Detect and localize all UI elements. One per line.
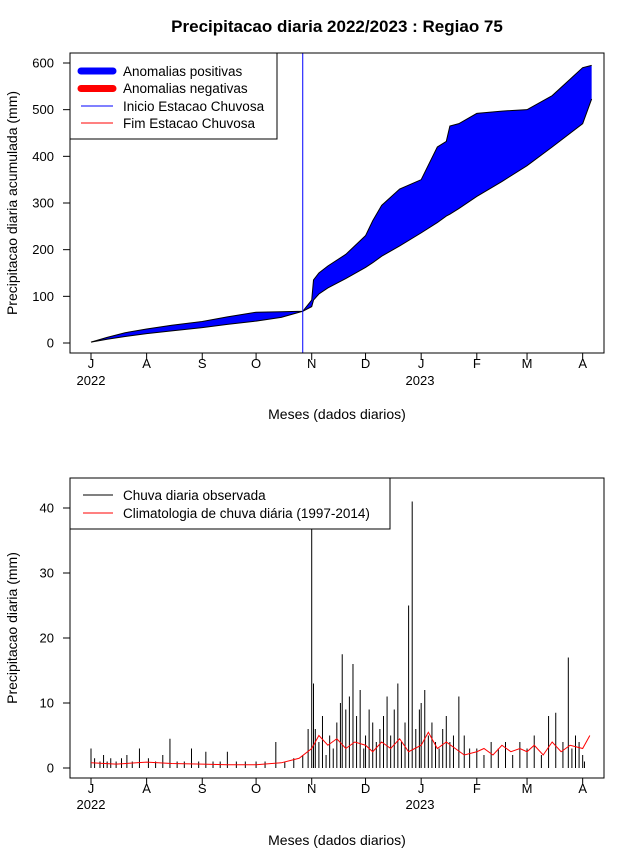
x-tick-label: D xyxy=(361,356,370,371)
x-tick-label: J xyxy=(418,781,425,796)
x-tick-label: J xyxy=(88,781,95,796)
bottom-legend: Chuva diaria observada Climatologia de c… xyxy=(69,477,391,530)
x-tick-label: J xyxy=(418,356,425,371)
top-plot-area xyxy=(90,64,593,343)
bottom-y-axis-label: Precipitacao diaria (mm) xyxy=(4,552,20,704)
x-tick-label: F xyxy=(473,781,481,796)
top-year-label-2022: 2022 xyxy=(77,373,106,388)
x-tick-label: D xyxy=(361,781,370,796)
legend-label-observed: Chuva diaria observada xyxy=(123,488,266,503)
x-tick-label: A xyxy=(142,356,151,371)
x-tick-label: N xyxy=(307,356,316,371)
y-tick-label: 500 xyxy=(32,102,54,117)
x-tick-label: O xyxy=(251,781,261,796)
x-tick-label: J xyxy=(88,356,95,371)
top-panel: 0 100 200 300 400 500 600 J A S O N D J F M A 2022 2023… xyxy=(4,52,605,422)
x-tick-label: A xyxy=(578,781,587,796)
y-tick-label: 20 xyxy=(40,631,54,646)
x-tick-label: F xyxy=(473,356,481,371)
x-tick-label: O xyxy=(251,356,261,371)
top-y-axis: 0 100 200 300 400 500 600 xyxy=(32,56,70,351)
bottom-year-label-2023: 2023 xyxy=(406,797,435,812)
y-tick-label: 100 xyxy=(32,289,54,304)
x-tick-label: S xyxy=(198,356,207,371)
x-tick-label: A xyxy=(142,781,151,796)
top-y-axis-label: Precipitacao diaria acumulada (mm) xyxy=(4,91,20,315)
x-tick-label: M xyxy=(522,781,533,796)
y-tick-label: 200 xyxy=(32,242,54,257)
y-tick-label: 10 xyxy=(40,696,54,711)
legend-label-positive: Anomalias positivas xyxy=(123,64,243,79)
climatology-cumulative-line xyxy=(90,98,593,343)
climatology-daily-line xyxy=(90,731,591,766)
x-tick-label: A xyxy=(578,356,587,371)
chart-title: Precipitacao diaria 2022/2023 : Regiao 7… xyxy=(171,17,503,36)
legend-label-negative: Anomalias negativas xyxy=(123,81,248,96)
x-tick-label: N xyxy=(307,781,316,796)
y-tick-label: 40 xyxy=(40,501,54,516)
bottom-year-label-2022: 2022 xyxy=(77,797,106,812)
bottom-panel: 0 10 20 30 40 J A S O N D J F M A 2022 2023 Meses (da… xyxy=(4,477,605,848)
legend-label-end: Fim Estacao Chuvosa xyxy=(123,116,256,131)
legend-label-climatology: Climatologia de chuva diária (1997-2014) xyxy=(123,506,370,521)
y-tick-label: 300 xyxy=(32,196,54,211)
positive-anomaly-area xyxy=(91,65,592,343)
x-tick-label: M xyxy=(522,356,533,371)
x-tick-label: S xyxy=(198,781,207,796)
y-tick-label: 400 xyxy=(32,149,54,164)
y-tick-label: 0 xyxy=(47,336,54,351)
y-tick-label: 0 xyxy=(47,761,54,776)
observed-cumulative-line xyxy=(90,64,592,343)
y-tick-label: 600 xyxy=(32,56,54,71)
bottom-y-axis: 0 10 20 30 40 xyxy=(40,501,70,776)
top-year-label-2023: 2023 xyxy=(406,373,435,388)
legend-label-start: Inicio Estacao Chuvosa xyxy=(123,99,265,114)
bottom-x-axis-label: Meses (dados diarios) xyxy=(268,832,406,848)
bottom-plot-area xyxy=(90,501,591,768)
top-legend: Anomalias positivas Anomalias negativas … xyxy=(69,52,278,140)
bottom-legend-box xyxy=(69,477,391,530)
top-legend-box xyxy=(69,52,278,140)
top-x-axis-label: Meses (dados diarios) xyxy=(268,406,406,422)
y-tick-label: 30 xyxy=(40,566,54,581)
